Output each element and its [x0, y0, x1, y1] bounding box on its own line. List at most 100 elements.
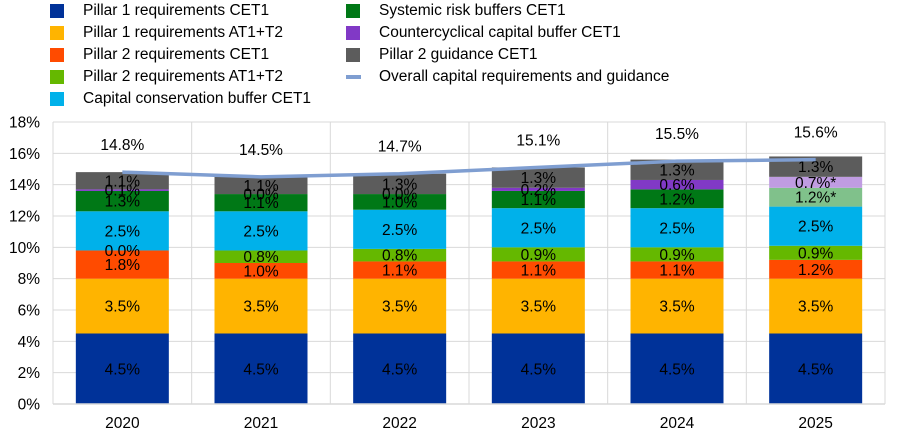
- bar-segment: [769, 333, 863, 404]
- legend-item-capital-conservation: Capital conservation buffer CET1: [50, 89, 311, 109]
- data-label: 2.5%: [521, 220, 557, 237]
- data-label: 1.3%: [659, 162, 695, 179]
- y-tick-label: 10%: [9, 240, 40, 257]
- data-label: 0.8%: [382, 248, 418, 265]
- data-label: 1.2%*: [795, 190, 836, 207]
- data-label: 3.5%: [659, 299, 695, 316]
- legend-swatch: [50, 48, 64, 62]
- bar-segment: [75, 333, 169, 404]
- bar-segment: [214, 194, 308, 212]
- legend-item-pillar2-guidance: Pillar 2 guidance CET1: [346, 45, 538, 65]
- bar-segment: [75, 190, 169, 212]
- data-label: 1.0%: [243, 263, 279, 280]
- total-label: 15.6%: [794, 125, 838, 142]
- data-label: 0.0%: [382, 187, 418, 204]
- data-label: 1.2%: [798, 262, 834, 279]
- legend-swatch: [50, 92, 64, 106]
- data-label: 2.5%: [798, 219, 834, 236]
- total-label: 14.7%: [378, 139, 422, 156]
- bar-segment: [630, 261, 724, 279]
- bar-segment: [353, 173, 447, 195]
- legend-swatch: [346, 26, 360, 40]
- data-label: 0.7%*: [795, 175, 836, 192]
- legend-line-swatch: [346, 75, 361, 79]
- bar-segment: [491, 247, 585, 262]
- data-label: 2.5%: [382, 222, 418, 239]
- x-tick-label: 2021: [244, 415, 278, 432]
- data-label: 3.5%: [521, 299, 557, 316]
- bar-segment: [353, 194, 447, 210]
- legend-item-pillar1-at1t2: Pillar 1 requirements AT1+T2: [50, 23, 283, 43]
- total-label: 14.8%: [100, 137, 144, 154]
- legend-label: Pillar 2 requirements CET1: [83, 46, 270, 63]
- bar-segment: [769, 176, 863, 188]
- data-label: 0.9%: [798, 245, 834, 262]
- bar-segment: [491, 333, 585, 404]
- x-tick-label: 2020: [105, 415, 140, 432]
- data-label: 4.5%: [382, 361, 418, 378]
- data-label: 0.0%: [105, 243, 141, 260]
- chart-legend: Pillar 1 requirements CET1 Pillar 1 requ…: [0, 0, 901, 112]
- x-tick-label: 2025: [798, 415, 832, 432]
- bar-stacks: [75, 156, 863, 404]
- data-label: 1.1%: [659, 263, 695, 280]
- data-label: 1.0%: [382, 194, 418, 211]
- data-label: 1.3%: [382, 176, 418, 193]
- y-axis: 0% 2% 4% 6% 8% 10% 12% 14% 16% 18%: [9, 115, 40, 414]
- bar-segment: [630, 208, 724, 248]
- legend-swatch: [346, 48, 360, 62]
- data-label: 2.5%: [659, 220, 695, 237]
- data-label: 1.8%: [105, 257, 141, 274]
- x-tick-label: 2022: [382, 415, 416, 432]
- data-label: 4.5%: [243, 361, 279, 378]
- bar-segment: [75, 172, 169, 190]
- y-tick-label: 0%: [18, 397, 41, 414]
- legend-label: Pillar 2 requirements AT1+T2: [83, 68, 284, 85]
- data-label: 1.1%: [521, 263, 557, 280]
- bar-segment: [214, 176, 308, 195]
- bar-segment: [630, 247, 724, 262]
- legend-label: Pillar 1 requirements AT1+T2: [83, 24, 284, 41]
- data-label: 0.0%: [243, 187, 279, 204]
- bar-segment: [353, 248, 447, 262]
- bar-segment: [630, 189, 724, 209]
- bar-segment: [491, 190, 585, 209]
- data-label: 4.5%: [798, 361, 834, 378]
- bar-segment: [353, 278, 447, 334]
- data-label: 2.5%: [105, 223, 141, 240]
- data-label: 1.1%: [521, 192, 557, 209]
- total-label: 14.5%: [239, 142, 283, 159]
- bar-segment: [75, 250, 169, 279]
- bar-segment: [214, 263, 308, 279]
- data-label: 4.5%: [521, 361, 557, 378]
- bar-segment: [353, 261, 447, 279]
- legend-label: Systemic risk buffers CET1: [379, 2, 566, 19]
- gridlines: [52, 121, 886, 405]
- data-label: 0.2%: [521, 182, 557, 199]
- y-tick-label: 4%: [18, 334, 41, 351]
- legend-label: Capital conservation buffer CET1: [83, 90, 312, 107]
- bar-segment: [769, 278, 863, 334]
- bar-segment: [214, 211, 308, 251]
- legend-item-countercyclical: Countercyclical capital buffer CET1: [346, 23, 621, 43]
- data-label: 2.5%: [243, 223, 279, 240]
- y-tick-label: 12%: [9, 209, 40, 226]
- data-label: 1.1%: [105, 173, 141, 190]
- bar-segment: [630, 179, 724, 190]
- data-label: 0.6%: [659, 177, 695, 194]
- bar-segment: [769, 259, 863, 279]
- x-tick-label: 2023: [521, 415, 555, 432]
- legend-item-overall-line: Overall capital requirements and guidanc…: [346, 67, 669, 87]
- bar-segment: [630, 159, 724, 180]
- segment-labels: 4.5%3.5%1.8%0.0%2.5%1.3%0.1%1.1%4.5%3.5%…: [105, 159, 837, 378]
- y-tick-label: 16%: [9, 146, 40, 163]
- data-label: 0.1%: [105, 183, 141, 200]
- bar-segment: [491, 278, 585, 334]
- bar-segment: [214, 250, 308, 263]
- bar-segment: [630, 278, 724, 334]
- x-axis: 2020 2021 2022 2023 2024 2025: [53, 403, 885, 432]
- x-tick-label: 2024: [660, 415, 695, 432]
- y-tick-label: 8%: [18, 271, 41, 288]
- data-label: 1.3%: [798, 159, 834, 176]
